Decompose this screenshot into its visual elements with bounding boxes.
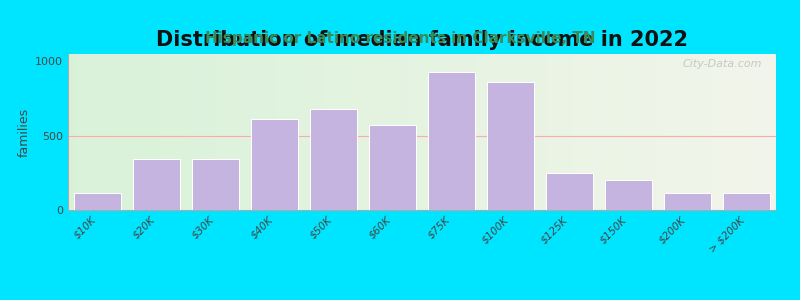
Bar — [193, 160, 238, 210]
Bar — [606, 180, 651, 210]
Bar — [74, 193, 121, 210]
Bar — [487, 82, 534, 210]
Bar — [310, 109, 357, 210]
Bar — [546, 173, 593, 210]
Bar — [370, 125, 415, 210]
Text: Hispanic or Latino residents in Clarksville, TN: Hispanic or Latino residents in Clarksvi… — [205, 32, 595, 46]
Text: City-Data.com: City-Data.com — [682, 59, 762, 69]
Bar — [251, 119, 298, 210]
Bar — [723, 193, 770, 210]
Bar — [665, 193, 710, 210]
Y-axis label: families: families — [18, 107, 31, 157]
Bar — [134, 160, 179, 210]
Title: Distribution of median family income in 2022: Distribution of median family income in … — [156, 30, 688, 50]
Bar — [429, 72, 474, 210]
